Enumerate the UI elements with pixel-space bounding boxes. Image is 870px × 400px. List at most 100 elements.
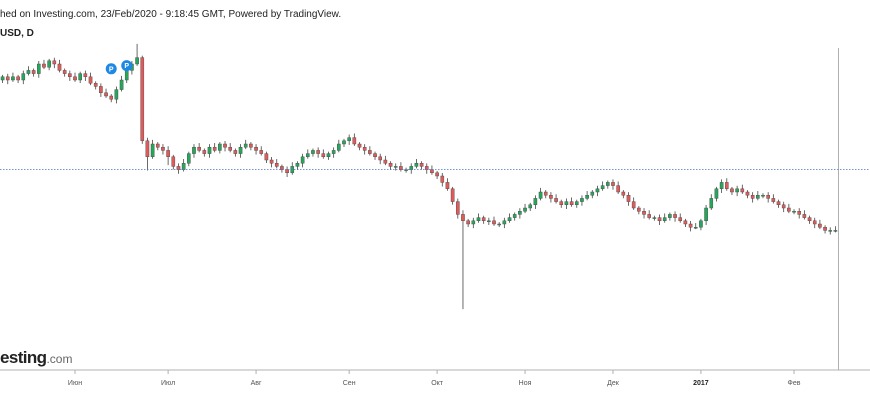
candle-body [104,92,108,97]
candle-body [218,143,222,151]
x-axis: ИюнИюлАвгСенОктНояДек2017ФевМар [0,48,870,387]
candle-body [5,76,10,81]
candle-body [735,188,739,193]
candle-body [683,220,688,225]
chart-published-line: hed on Investing.com, 23/Feb/2020 - 9:18… [0,9,342,20]
candle-body [399,166,403,170]
candle-body [202,150,207,154]
event-marker-badge[interactable] [121,60,133,72]
candle-body [719,182,724,189]
candle-body [724,182,729,189]
candle-body [326,153,331,158]
candle-body [311,150,315,154]
x-tick-label: Сен [343,380,356,387]
candle-body [518,210,522,215]
candle-body [528,204,533,209]
candle-body [36,63,41,74]
candle-body [642,210,646,215]
candle-body [280,166,284,170]
candle-body [497,223,501,226]
candle-body [228,146,232,151]
candle-body [512,214,517,218]
candle-body [368,150,372,154]
candle-body [197,146,201,151]
candle-body [342,140,346,145]
candle-body [740,188,745,193]
candle-body [300,156,305,164]
candle-body [424,166,429,170]
candle-body [812,220,817,225]
candle-body [264,153,269,161]
x-tick-label: Окт [431,380,444,387]
candle-body [187,153,191,164]
candle-body [445,182,450,189]
candle-body [274,162,279,167]
candle-body [543,191,548,196]
candle-body [373,153,377,158]
candle-body [321,153,326,158]
candle-body [657,217,662,222]
candle-body [559,201,564,206]
candle-body [761,194,765,197]
candle-body [305,153,310,158]
candle-body [269,159,274,164]
candle-body [155,143,160,148]
candle-body [114,89,119,100]
candle-body [119,79,124,90]
candle-body [409,166,414,170]
candle-body [109,95,114,100]
candle-body [352,137,357,145]
candle-body [564,201,569,206]
event-marker-badge[interactable] [105,63,117,75]
candle-body [590,191,595,196]
candle-body [797,210,802,215]
candle-body [16,76,20,81]
candle-body [585,194,589,199]
candle-body [414,162,419,167]
candle-body [192,146,196,154]
candle-body [11,76,15,81]
logo-text: esting [0,348,47,367]
candle-body [57,63,62,71]
candle-body [673,214,677,218]
candle-body [388,162,393,167]
candle-body [631,201,636,209]
candle-body [316,150,320,154]
candle-body [393,166,398,168]
candle-body [207,146,212,154]
candle-body [455,201,460,215]
candle-body [181,162,186,170]
candles-layer [0,43,838,310]
candle-body [580,198,584,202]
candle-body [362,146,367,151]
x-tick-label: Июн [68,380,82,387]
candle-body [21,73,26,81]
candle-body [662,217,667,222]
candle-body [538,191,543,199]
candle-body [212,146,217,151]
candle-body [606,182,610,186]
chart-symbol-label: USD, D [0,28,34,39]
candle-body [668,214,672,218]
candle-body [166,150,170,157]
candle-body [383,159,388,164]
candle-body [42,63,46,68]
candle-body [704,207,708,222]
candle-body [714,188,719,199]
candle-body [781,204,786,209]
candle-body [807,217,812,222]
candle-body [238,146,243,154]
candle-body [507,217,512,222]
candle-body [295,162,300,167]
candle-body [750,194,755,199]
candle-body [549,194,553,199]
candle-body [693,226,698,229]
x-tick-label: Ноя [519,380,532,387]
candle-body [745,191,750,196]
candle-body [730,188,734,193]
candle-body [595,188,600,193]
candle-body [481,217,486,222]
candle-body [124,70,129,81]
